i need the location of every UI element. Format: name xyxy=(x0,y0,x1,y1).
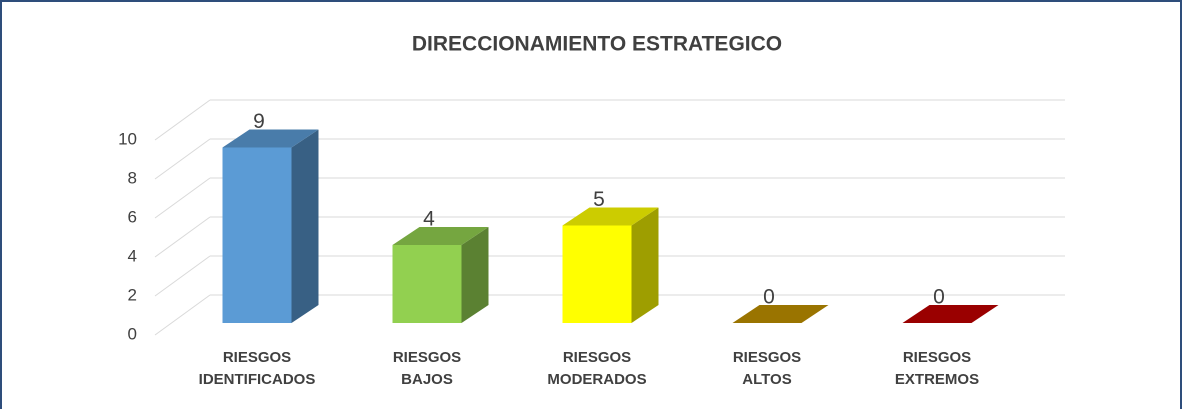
bar xyxy=(562,207,659,323)
data-label: 0 xyxy=(763,286,775,309)
grid-line xyxy=(154,294,211,336)
bar-side xyxy=(291,129,319,323)
data-label: 0 xyxy=(933,286,945,309)
x-tick-label-line: BAJOS xyxy=(401,371,453,388)
grid-line xyxy=(154,138,211,180)
bar xyxy=(222,129,319,323)
bar xyxy=(392,227,489,323)
y-tick-label: 10 xyxy=(118,129,137,148)
x-tick-label: RIESGOS IDENTIFICADOS xyxy=(199,349,316,388)
y-tick-label: 4 xyxy=(128,246,137,265)
bar-top xyxy=(732,305,829,323)
data-label: 9 xyxy=(253,110,265,133)
x-tick-label: RIESGOS MODERADOS xyxy=(547,349,646,388)
bar-top xyxy=(902,305,999,323)
y-tick-label: 8 xyxy=(128,168,137,187)
bar-top xyxy=(392,227,489,245)
x-tick-label: RIESGOS EXTREMOS xyxy=(895,349,979,388)
bar-top xyxy=(222,129,319,148)
x-tick-label: RIESGOS BAJOS xyxy=(393,349,461,388)
y-tick-label: 0 xyxy=(128,324,137,343)
x-tick-label-line: RIESGOS xyxy=(393,349,461,366)
data-label: 4 xyxy=(423,208,435,231)
x-tick-label-line: MODERADOS xyxy=(547,371,646,388)
y-tick-label: 2 xyxy=(128,285,137,304)
x-tick-label-line: IDENTIFICADOS xyxy=(199,371,316,388)
x-tick-label-line: ALTOS xyxy=(742,371,791,388)
bar-top xyxy=(562,207,659,226)
bar-front xyxy=(562,225,632,323)
bar-side xyxy=(461,227,489,323)
data-label: 5 xyxy=(593,188,605,211)
x-tick-label-line: EXTREMOS xyxy=(895,371,979,388)
bar-side xyxy=(631,207,659,323)
grid-line xyxy=(154,99,211,141)
bar xyxy=(902,305,999,323)
x-tick-label-line: RIESGOS xyxy=(903,349,971,366)
x-tick-label: RIESGOS ALTOS xyxy=(733,349,801,388)
bar-front xyxy=(222,147,292,323)
y-tick-label: 6 xyxy=(128,207,137,226)
x-tick-label-line: RIESGOS xyxy=(223,349,291,366)
chart-title: DIRECCIONAMIENTO ESTRATEGICO xyxy=(412,33,782,56)
bar xyxy=(732,305,829,323)
grid-line xyxy=(154,255,211,297)
x-tick-label-line: RIESGOS xyxy=(733,349,801,366)
grid-line xyxy=(154,216,211,258)
bar-front xyxy=(392,245,462,323)
grid-line xyxy=(154,177,211,219)
x-tick-label-line: RIESGOS xyxy=(563,349,631,366)
